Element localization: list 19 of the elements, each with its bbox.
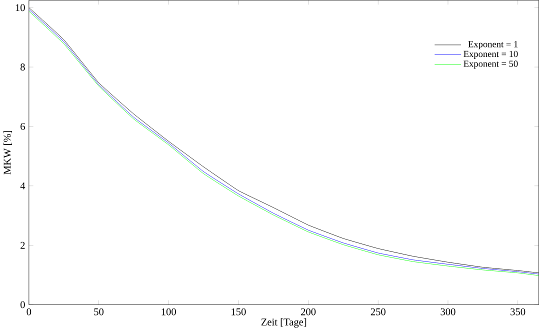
x-tick-label: 200 xyxy=(301,308,316,316)
x-tick-label: 250 xyxy=(370,308,386,316)
y-tick-label: 8 xyxy=(20,64,25,70)
x-tick-label: 0 xyxy=(26,308,32,316)
x-tick-label: 350 xyxy=(510,308,526,316)
y-tick-label: 4 xyxy=(20,182,26,190)
y-tick-label: 10 xyxy=(16,4,25,12)
legend-label: Exponent = 1 xyxy=(468,41,518,50)
x-tick-label: 100 xyxy=(162,308,176,316)
y-axis-title: MKW [%] xyxy=(3,130,12,174)
legend-label: Exponent = 50 xyxy=(464,60,518,69)
x-tick-label: 150 xyxy=(232,308,246,316)
y-tick-label: 6 xyxy=(20,122,25,130)
y-tick-label: 0 xyxy=(20,301,25,308)
x-tick-label: 300 xyxy=(440,308,456,316)
x-tick-label: 50 xyxy=(94,308,104,316)
x-axis-title: Zeit [Tage] xyxy=(261,318,306,328)
y-tick-label: 2 xyxy=(20,242,25,249)
legend-label: Exponent = 10 xyxy=(464,50,518,59)
